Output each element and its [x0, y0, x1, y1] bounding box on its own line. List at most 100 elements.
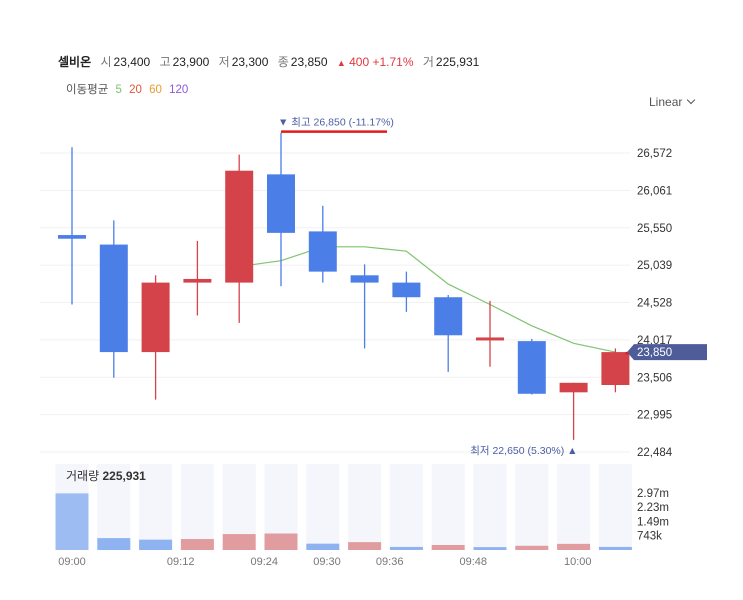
time-tick-label: 09:24: [251, 556, 279, 568]
change-up-icon: ▲: [336, 58, 346, 68]
volume-background: [139, 464, 173, 550]
candle-body: [601, 352, 630, 386]
candle: [225, 154, 254, 323]
volume-background: [557, 464, 591, 550]
price-tick-label: 25,039: [637, 260, 672, 272]
close-value: 23,850: [290, 55, 328, 69]
volume-bar: [55, 493, 89, 550]
time-axis: 09:00 09:12 09:24 09:30 09:36 09:48 10:00: [58, 556, 591, 568]
price-grid: [40, 152, 630, 453]
volume-bar: [348, 542, 382, 550]
time-tick-label: 10:00: [564, 556, 592, 568]
candle: [183, 240, 212, 316]
volume-title: 거래량 225,931: [66, 469, 146, 483]
low-value: 23,300: [231, 55, 269, 69]
volume-background: [598, 464, 632, 550]
candle: [350, 264, 379, 349]
change-percent: +1.71%: [372, 55, 414, 69]
price-tick-label: 23,506: [637, 372, 672, 384]
volume-tick-label: 1.49m: [637, 516, 669, 528]
open-label: 시: [100, 55, 112, 69]
ma-label: 이동평균: [66, 84, 109, 96]
ma-period-60[interactable]: 60: [149, 84, 162, 96]
candle: [517, 338, 546, 395]
low-label: 저: [218, 55, 230, 69]
close-label: 종: [277, 55, 289, 69]
ma-period-20[interactable]: 20: [129, 84, 142, 96]
price-tick-label: 24,017: [637, 335, 672, 347]
volume-tick-label: 743k: [637, 531, 662, 543]
candle-body: [308, 231, 337, 272]
volume-background: [389, 464, 423, 550]
current-price-label: 23,850: [637, 347, 672, 359]
volume-background: [515, 464, 549, 550]
volume-background: [473, 464, 507, 550]
volume-bar: [473, 547, 507, 550]
candle-body: [225, 170, 254, 283]
volume-background: [97, 464, 131, 550]
time-tick-label: 09:00: [58, 556, 86, 568]
candle: [99, 220, 128, 378]
candle: [58, 147, 86, 305]
volume-title-label: 거래량: [66, 469, 99, 483]
time-tick-label: 09:30: [313, 556, 341, 568]
volume-background: [180, 464, 214, 550]
volume-bar: [264, 533, 298, 550]
candle: [392, 271, 421, 312]
volume-bar: [389, 546, 423, 550]
moving-average-legend: 이동평균 5 20 60 120: [66, 81, 192, 97]
volume-bar: [306, 543, 340, 550]
candle-body: [559, 382, 588, 393]
price-summary: 셀비온 시 23,400 고 23,900 저 23,300 종 23,850 ▲ 40…: [58, 53, 485, 70]
volume-background: [306, 464, 340, 550]
candle: [559, 382, 588, 440]
time-tick-label: 09:48: [460, 556, 488, 568]
volume-axis: 2.97m 2.23m 1.49m 743k: [637, 488, 669, 543]
price-tick-label: 26,572: [637, 148, 672, 160]
volume-bar: [97, 538, 131, 550]
volume-bar: [180, 539, 214, 550]
candle-body: [476, 337, 504, 341]
volume-title-total: 225,931: [102, 469, 146, 483]
volume-label: 거: [422, 55, 434, 69]
candle-body: [183, 278, 212, 283]
candle-body: [350, 275, 379, 283]
low-marker-label: 최저 22,650 (5.30%) ▲: [470, 445, 577, 457]
high-label: 고: [159, 55, 171, 69]
change-value: 400: [349, 55, 370, 69]
candle-body: [99, 244, 128, 353]
price-tick-label: 24,528: [637, 298, 672, 310]
volume-value: 225,931: [435, 55, 480, 69]
price-tick-label: 22,484: [637, 447, 673, 459]
ma-period-5[interactable]: 5: [115, 84, 122, 96]
candle: [601, 348, 630, 393]
scale-dropdown[interactable]: Linear: [649, 95, 696, 109]
candle-body: [141, 282, 170, 353]
ma5-line-group: [239, 246, 616, 353]
volume-bars: [55, 493, 632, 550]
ma5-line: [239, 246, 616, 353]
price-tick-label: 22,995: [637, 410, 672, 422]
candles: [58, 132, 630, 440]
candle: [308, 205, 337, 283]
candle-body: [517, 341, 546, 394]
candle-body: [434, 297, 463, 336]
volume-bar: [557, 543, 591, 550]
high-value: 23,900: [172, 55, 210, 69]
volume-bar: [139, 539, 173, 550]
current-price-tag: 23,850: [625, 344, 707, 361]
ma-period-120[interactable]: 120: [169, 84, 189, 96]
price-tick-label: 26,061: [637, 185, 672, 197]
candle-body: [58, 235, 86, 239]
current-price-box: [627, 344, 707, 361]
candle-body: [392, 282, 421, 298]
volume-background: [348, 464, 382, 550]
stock-name: 셀비온: [58, 55, 92, 69]
price-axis: 26,572 26,061 25,550 25,039 24,528 24,017 23,5…: [637, 148, 673, 459]
candle: [141, 275, 170, 400]
time-tick-label: 09:36: [376, 556, 404, 568]
volume-background: [431, 464, 465, 550]
scale-label: Linear: [649, 95, 683, 109]
candle: [434, 295, 463, 372]
